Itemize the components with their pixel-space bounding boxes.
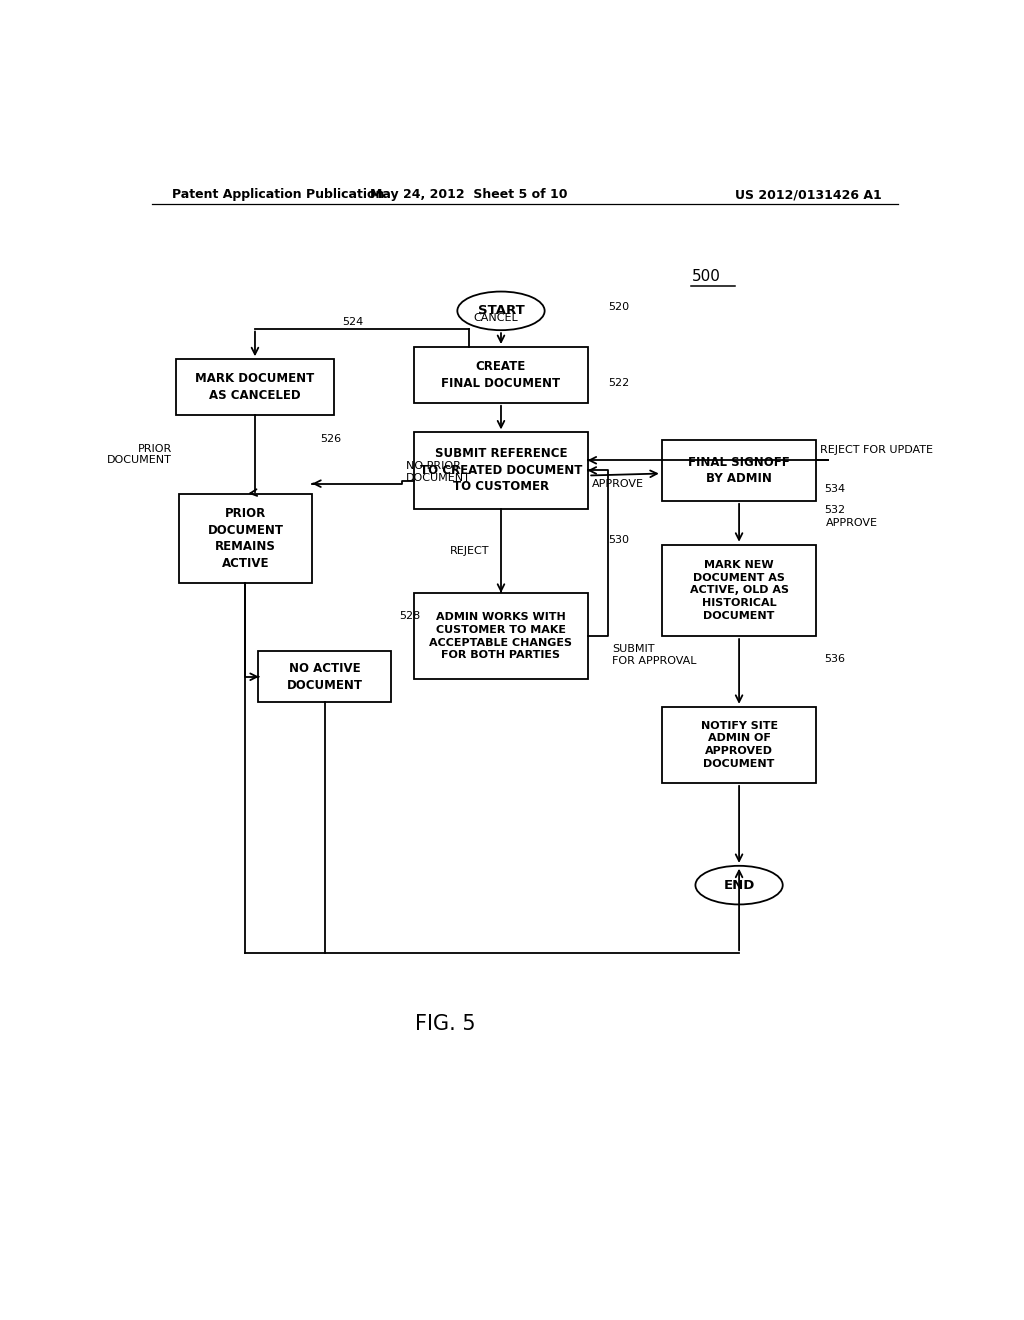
Text: MARK NEW
DOCUMENT AS
ACTIVE, OLD AS
HISTORICAL
DOCUMENT: MARK NEW DOCUMENT AS ACTIVE, OLD AS HIST…: [689, 560, 788, 620]
Text: 536: 536: [824, 653, 846, 664]
Text: 530: 530: [608, 535, 629, 545]
Text: APPROVE: APPROVE: [592, 479, 644, 488]
Text: FIG. 5: FIG. 5: [415, 1014, 476, 1035]
Text: SUBMIT REFERENCE
TO CREATED DOCUMENT
TO CUSTOMER: SUBMIT REFERENCE TO CREATED DOCUMENT TO …: [420, 447, 583, 494]
Text: NO PRIOR
DOCUMENT: NO PRIOR DOCUMENT: [406, 461, 471, 483]
Text: US 2012/0131426 A1: US 2012/0131426 A1: [735, 189, 882, 202]
Text: 528: 528: [399, 611, 421, 620]
Ellipse shape: [695, 866, 782, 904]
Text: NOTIFY SITE
ADMIN OF
APPROVED
DOCUMENT: NOTIFY SITE ADMIN OF APPROVED DOCUMENT: [700, 721, 777, 770]
Text: May 24, 2012  Sheet 5 of 10: May 24, 2012 Sheet 5 of 10: [371, 189, 568, 202]
FancyBboxPatch shape: [414, 593, 588, 680]
Text: PRIOR
DOCUMENT: PRIOR DOCUMENT: [106, 444, 172, 465]
Ellipse shape: [458, 292, 545, 330]
FancyBboxPatch shape: [414, 347, 588, 403]
Text: 534: 534: [824, 484, 846, 494]
Text: SUBMIT
FOR APPROVAL: SUBMIT FOR APPROVAL: [612, 644, 696, 665]
FancyBboxPatch shape: [176, 359, 334, 414]
Text: CREATE
FINAL DOCUMENT: CREATE FINAL DOCUMENT: [441, 360, 560, 389]
Text: 524: 524: [342, 317, 364, 326]
Text: MARK DOCUMENT
AS CANCELED: MARK DOCUMENT AS CANCELED: [196, 372, 314, 401]
Text: REJECT FOR UPDATE: REJECT FOR UPDATE: [820, 445, 934, 455]
FancyBboxPatch shape: [662, 440, 816, 500]
Text: Patent Application Publication: Patent Application Publication: [172, 189, 384, 202]
Text: 522: 522: [608, 378, 630, 388]
Text: ADMIN WORKS WITH
CUSTOMER TO MAKE
ACCEPTABLE CHANGES
FOR BOTH PARTIES: ADMIN WORKS WITH CUSTOMER TO MAKE ACCEPT…: [429, 612, 572, 660]
Text: NO ACTIVE
DOCUMENT: NO ACTIVE DOCUMENT: [287, 663, 362, 692]
Text: PRIOR
DOCUMENT
REMAINS
ACTIVE: PRIOR DOCUMENT REMAINS ACTIVE: [208, 507, 284, 570]
FancyBboxPatch shape: [414, 433, 588, 508]
Text: APPROVE: APPROVE: [826, 517, 878, 528]
FancyBboxPatch shape: [179, 494, 312, 583]
Text: CANCEL: CANCEL: [473, 313, 518, 322]
Text: FINAL SIGNOFF
BY ADMIN: FINAL SIGNOFF BY ADMIN: [688, 455, 790, 486]
Text: 520: 520: [608, 302, 630, 313]
Text: START: START: [477, 305, 524, 317]
FancyBboxPatch shape: [258, 651, 391, 702]
FancyBboxPatch shape: [662, 545, 816, 636]
Text: END: END: [723, 879, 755, 891]
Text: REJECT: REJECT: [450, 545, 489, 556]
Text: 532: 532: [824, 506, 846, 515]
Text: 500: 500: [691, 269, 720, 284]
Text: 526: 526: [321, 434, 341, 444]
FancyBboxPatch shape: [662, 706, 816, 783]
